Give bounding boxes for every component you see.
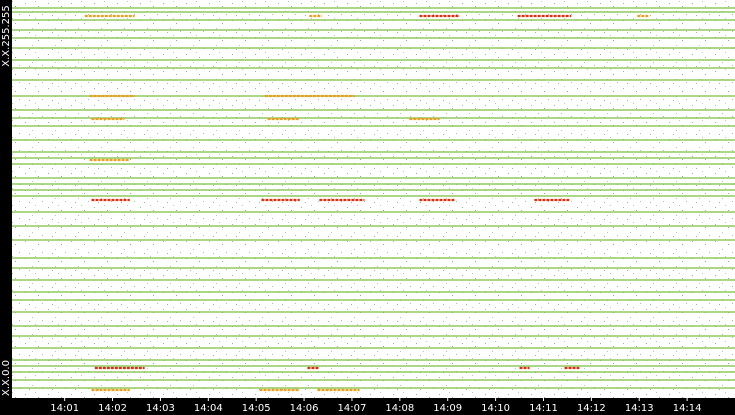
x-tick-label: 14:04 [194,403,223,414]
x-axis-band [0,398,735,415]
x-tick-label: 14:07 [338,403,367,414]
x-tick-label: 14:11 [529,403,558,414]
x-tick-label: 14:14 [673,403,702,414]
x-tick-label: 14:02 [98,403,127,414]
x-tick-label: 14:08 [385,403,414,414]
x-tick-label: 14:05 [242,403,271,414]
y-axis-band [0,0,12,415]
y-label-bottom: X.X.0.0 [1,360,12,396]
x-tick-label: 14:09 [433,403,462,414]
x-tick-label: 14:10 [481,403,510,414]
x-tick-label: 14:06 [290,403,319,414]
x-tick-label: 14:12 [577,403,606,414]
x-tick-label: 14:03 [146,403,175,414]
activity-texture [12,0,735,398]
x-tick-label: 14:01 [50,403,79,414]
y-label-top: X.X.255.255 [1,5,12,66]
x-tick-label: 14:13 [625,403,654,414]
